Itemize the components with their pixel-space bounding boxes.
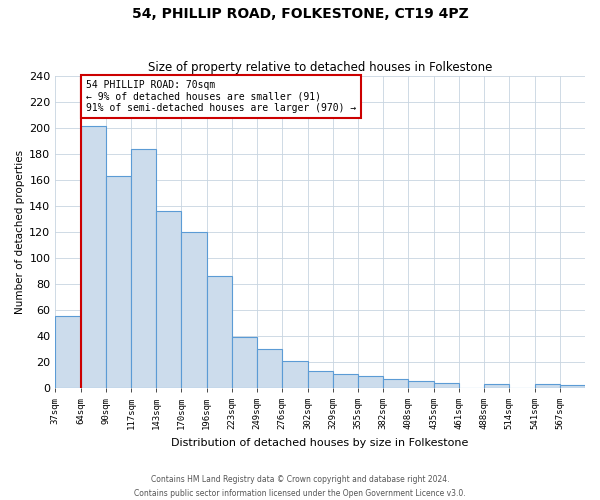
Bar bbox=[257, 349, 283, 388]
Bar bbox=[535, 384, 560, 388]
Bar bbox=[156, 211, 181, 388]
Bar bbox=[484, 384, 509, 388]
Bar bbox=[434, 382, 459, 388]
Title: Size of property relative to detached houses in Folkestone: Size of property relative to detached ho… bbox=[148, 62, 493, 74]
Bar bbox=[232, 337, 257, 388]
Text: Contains HM Land Registry data © Crown copyright and database right 2024.
Contai: Contains HM Land Registry data © Crown c… bbox=[134, 476, 466, 498]
X-axis label: Distribution of detached houses by size in Folkestone: Distribution of detached houses by size … bbox=[172, 438, 469, 448]
Bar bbox=[333, 374, 358, 388]
Bar bbox=[283, 360, 308, 388]
Bar bbox=[560, 386, 585, 388]
Bar bbox=[181, 232, 206, 388]
Text: 54 PHILLIP ROAD: 70sqm
← 9% of detached houses are smaller (91)
91% of semi-deta: 54 PHILLIP ROAD: 70sqm ← 9% of detached … bbox=[86, 80, 356, 113]
Bar bbox=[106, 176, 131, 388]
Bar bbox=[206, 276, 232, 388]
Bar bbox=[383, 379, 409, 388]
Bar bbox=[55, 316, 80, 388]
Text: 54, PHILLIP ROAD, FOLKESTONE, CT19 4PZ: 54, PHILLIP ROAD, FOLKESTONE, CT19 4PZ bbox=[131, 8, 469, 22]
Y-axis label: Number of detached properties: Number of detached properties bbox=[15, 150, 25, 314]
Bar bbox=[131, 148, 156, 388]
Bar bbox=[358, 376, 383, 388]
Bar bbox=[80, 126, 106, 388]
Bar bbox=[308, 371, 333, 388]
Bar bbox=[409, 382, 434, 388]
